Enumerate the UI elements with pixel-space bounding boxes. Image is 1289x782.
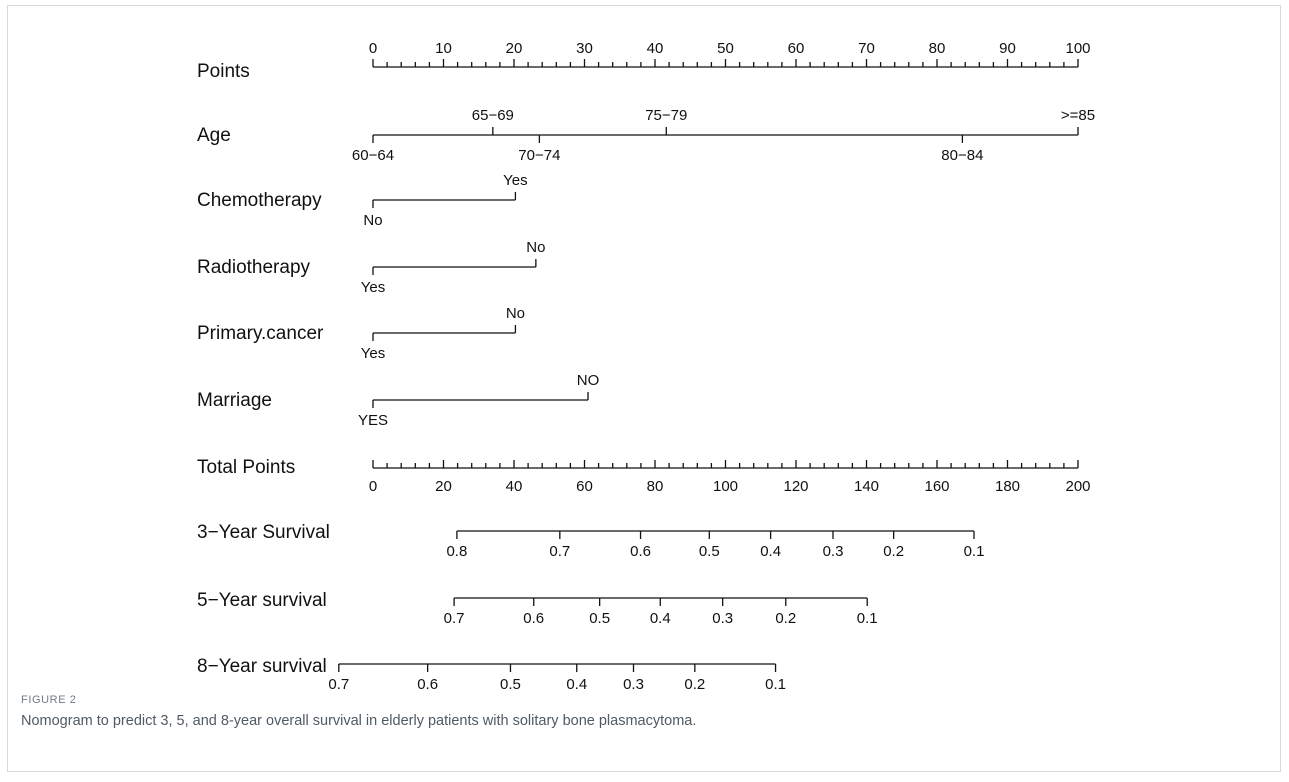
row-label-age: Age: [197, 125, 231, 146]
tick-label-points: 90: [999, 40, 1016, 57]
prob-label-3-year-survival: 0.2: [883, 543, 904, 560]
prob-label-5-year-survival: 0.7: [444, 610, 465, 627]
prob-label-8-year-survival: 0.2: [684, 676, 705, 690]
prob-label-8-year-survival: 0.6: [417, 676, 438, 690]
level-label-radiotherapy: Yes: [361, 279, 385, 296]
tick-label-total-points: 60: [576, 478, 593, 495]
tick-label-points: 60: [788, 40, 805, 57]
prob-label-3-year-survival: 0.7: [549, 543, 570, 560]
tick-label-total-points: 20: [435, 478, 452, 495]
row-label-3-year-survival: 3−Year Survival: [197, 522, 330, 543]
tick-label-total-points: 140: [854, 478, 879, 495]
prob-label-8-year-survival: 0.7: [328, 676, 349, 690]
tick-label-total-points: 0: [369, 478, 377, 495]
tick-label-total-points: 160: [924, 478, 949, 495]
tick-label-points: 80: [929, 40, 946, 57]
tick-label-points: 40: [647, 40, 664, 57]
prob-label-8-year-survival: 0.5: [500, 676, 521, 690]
tick-label-points: 70: [858, 40, 875, 57]
prob-label-8-year-survival: 0.3: [623, 676, 644, 690]
row-label-chemotherapy: Chemotherapy: [197, 190, 322, 211]
level-label-chemotherapy: Yes: [503, 172, 527, 189]
level-label-age: 65−69: [472, 107, 514, 124]
row-label-8-year-survival: 8−Year survival: [197, 656, 327, 677]
prob-label-5-year-survival: 0.4: [650, 610, 671, 627]
tick-label-points: 30: [576, 40, 593, 57]
tick-label-points: 50: [717, 40, 734, 57]
tick-label-points: 0: [369, 40, 377, 57]
row-label-points: Points: [197, 61, 250, 82]
tick-label-total-points: 200: [1065, 478, 1090, 495]
row-label-primary-cancer: Primary.cancer: [197, 323, 324, 344]
prob-label-5-year-survival: 0.2: [775, 610, 796, 627]
level-label-primary-cancer: No: [506, 305, 525, 322]
row-label-marriage: Marriage: [197, 390, 272, 411]
level-label-age: 70−74: [518, 147, 560, 164]
prob-label-5-year-survival: 0.1: [857, 610, 878, 627]
tick-label-total-points: 180: [995, 478, 1020, 495]
prob-label-3-year-survival: 0.1: [964, 543, 985, 560]
prob-label-3-year-survival: 0.4: [760, 543, 781, 560]
tick-label-points: 100: [1065, 40, 1090, 57]
nomogram-chart: Points 0 10 20 30 40 50 60 70 80 90 100 Age 60−64 65−6…: [0, 0, 1289, 690]
level-label-age: 60−64: [352, 147, 394, 164]
row-label-5-year-survival: 5−Year survival: [197, 590, 327, 611]
level-label-age: 80−84: [941, 147, 983, 164]
prob-label-3-year-survival: 0.6: [630, 543, 651, 560]
prob-label-5-year-survival: 0.6: [523, 610, 544, 627]
prob-label-8-year-survival: 0.4: [566, 676, 587, 690]
figure-caption: Nomogram to predict 3, 5, and 8-year ove…: [21, 713, 696, 729]
prob-label-5-year-survival: 0.5: [589, 610, 610, 627]
tick-label-total-points: 80: [647, 478, 664, 495]
prob-label-3-year-survival: 0.5: [699, 543, 720, 560]
prob-label-8-year-survival: 0.1: [765, 676, 786, 690]
figure-label: FIGURE 2: [21, 694, 77, 706]
prob-label-3-year-survival: 0.8: [446, 543, 467, 560]
tick-label-total-points: 40: [506, 478, 523, 495]
level-label-age: >=85: [1061, 107, 1095, 124]
level-label-marriage: NO: [577, 372, 600, 389]
row-label-total-points: Total Points: [197, 457, 295, 478]
tick-label-points: 20: [506, 40, 523, 57]
level-label-marriage: YES: [358, 412, 388, 429]
prob-label-3-year-survival: 0.3: [823, 543, 844, 560]
row-label-radiotherapy: Radiotherapy: [197, 257, 311, 278]
tick-label-total-points: 100: [713, 478, 738, 495]
tick-label-total-points: 120: [783, 478, 808, 495]
level-label-primary-cancer: Yes: [361, 345, 385, 362]
level-label-radiotherapy: No: [526, 239, 545, 256]
level-label-age: 75−79: [645, 107, 687, 124]
tick-label-points: 10: [435, 40, 452, 57]
prob-label-5-year-survival: 0.3: [712, 610, 733, 627]
level-label-chemotherapy: No: [363, 212, 382, 229]
